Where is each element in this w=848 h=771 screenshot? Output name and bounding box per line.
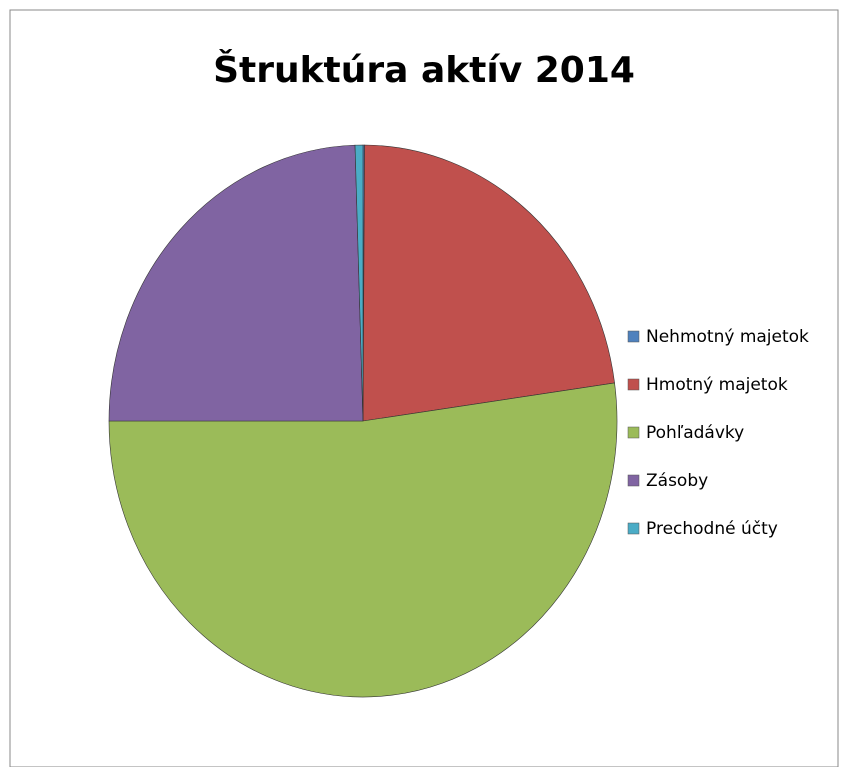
legend-swatch: [627, 426, 640, 439]
pie-slice: [354, 144, 364, 422]
pie-slice: [108, 382, 618, 698]
pie-slice: [108, 144, 364, 422]
legend-label: Zásoby: [646, 471, 708, 491]
legend-label: Nehmotný majetok: [646, 327, 809, 347]
legend-label: Hmotný majetok: [646, 375, 788, 395]
legend-label: Pohľadávky: [646, 423, 744, 443]
chart-title: Štruktúra aktív 2014: [213, 49, 635, 91]
legend-label: Prechodné účty: [646, 519, 778, 539]
legend-swatch: [627, 378, 640, 391]
pie-slice: [362, 144, 615, 422]
legend-swatch: [627, 474, 640, 487]
legend-swatch: [627, 330, 640, 343]
legend-swatch: [627, 522, 640, 535]
